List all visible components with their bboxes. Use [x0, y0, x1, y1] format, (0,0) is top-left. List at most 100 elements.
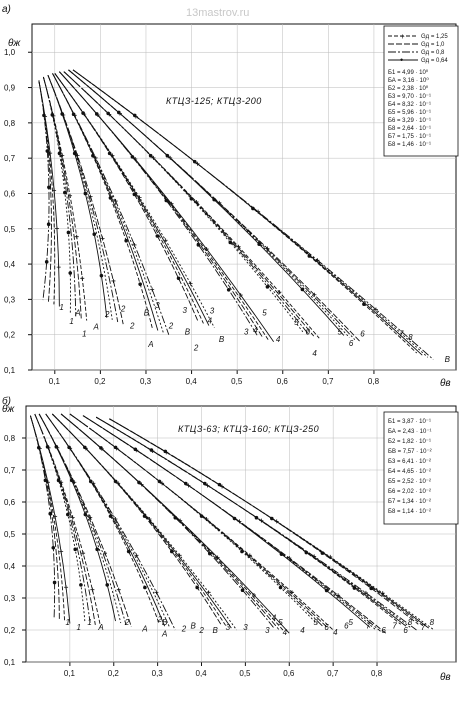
curve-label: A — [161, 629, 167, 638]
curve-label: 3 — [265, 626, 270, 635]
curve-point — [207, 551, 212, 556]
panel-a-x-tick-label: 0,2 — [94, 377, 106, 386]
legend-b-param-0: Б1 = 3,87 · 10⁻¹ — [388, 419, 431, 425]
curve-A-1 — [34, 413, 96, 625]
legend-param-2: Б2 = 2,38 · 10⁰ — [388, 85, 429, 92]
curve-label: 7 — [421, 623, 426, 632]
curve-label: 6 — [306, 328, 311, 337]
curve-point — [71, 112, 76, 117]
curve-plus-point — [100, 236, 105, 241]
panel-a-y-tick-label: 0,8 — [4, 119, 16, 128]
curve-point — [279, 552, 284, 556]
curve-point — [117, 110, 121, 115]
curve-point — [176, 276, 181, 281]
legend-b-param-2: Б2 = 1,82 · 10⁻¹ — [388, 439, 431, 445]
curve-label: 6 — [324, 623, 329, 632]
curve-plus-point — [252, 593, 257, 597]
curve-4-0 — [59, 71, 275, 343]
curve-point — [189, 196, 194, 201]
curve-2-3 — [47, 75, 108, 318]
legend-param-4: Б4 = 8,32 · 10⁻¹ — [388, 102, 431, 108]
panel-a-y-tick-label: 0,4 — [4, 260, 16, 269]
panel-a: 0,1 0,2 0,3 0,4 0,5 0,6 0,7 0,8 0,1 0,2 0,3 0,4 0,5 0… — [2, 4, 459, 389]
curve-label: 5 — [294, 318, 299, 327]
panel-a-x-tick-label: 0,7 — [322, 377, 334, 386]
panel-a-y-axis-title: θж — [8, 38, 21, 49]
curve-point — [56, 478, 61, 483]
curve-plus-point — [80, 276, 85, 281]
legend-param-3: Б3 = 9,70 · 10⁻¹ — [388, 94, 431, 100]
curve-point — [126, 549, 131, 554]
curve-point — [124, 238, 128, 243]
curve-point — [113, 445, 118, 450]
curve-label: 4 — [253, 326, 258, 335]
curve-point — [108, 514, 113, 518]
curve-point — [63, 190, 67, 195]
watermark: 13mastrov.ru — [186, 7, 249, 19]
curve-label: B — [162, 618, 168, 627]
curve-label: 2 — [168, 321, 174, 330]
curve-label: B — [445, 355, 451, 364]
curve-label: 1 — [87, 618, 91, 627]
curve-point — [60, 112, 65, 116]
curve-3-1 — [54, 73, 210, 326]
legend-series-0: + Gд = 1,25 — [388, 32, 448, 41]
curve-label: 2 — [104, 310, 110, 319]
curve-point — [81, 111, 85, 115]
curve-point — [163, 449, 168, 454]
curve-point — [42, 113, 46, 118]
curve-A-3 — [42, 76, 71, 315]
curve-point — [130, 155, 135, 159]
curve-point — [192, 159, 197, 164]
legend-marker-0: + — [400, 32, 405, 41]
legend-b-param-8: Б7 = 1,34 · 10⁻² — [388, 499, 431, 505]
curve-8-3 — [72, 69, 418, 354]
curve-point — [46, 222, 51, 227]
curve-label: 2 — [124, 618, 130, 627]
curve-label: 2 — [157, 615, 163, 624]
curve-label: B — [191, 621, 197, 630]
curve-point — [240, 549, 244, 554]
panel-b-legend: Б1 = 3,87 · 10⁻¹ БА = 2,43 · 10⁻¹ Б2 = 1… — [383, 411, 459, 525]
curve-label: 4 — [272, 613, 277, 622]
curve-point — [265, 285, 270, 289]
panel-a-y-tick-label: 0,5 — [4, 225, 16, 234]
curve-7-2 — [95, 416, 407, 627]
curve-point — [83, 191, 88, 196]
panel-a-y-tick-label: 0,9 — [4, 84, 16, 93]
curve-point — [99, 446, 103, 450]
curve-plus-point — [116, 587, 121, 592]
panel-a-y-tick-label: 0,6 — [4, 189, 16, 198]
curve-point — [50, 113, 55, 117]
curve-point — [184, 481, 188, 486]
curve-point — [143, 585, 147, 590]
curve-label: 4 — [283, 628, 288, 637]
curve-label: 5 — [349, 618, 354, 627]
curve-plus-point — [74, 234, 79, 239]
curve-point — [369, 586, 374, 591]
panel-a-x-tick-label: 0,1 — [49, 377, 61, 386]
curve-label: B — [185, 328, 191, 337]
curve-3-0 — [54, 73, 215, 328]
curve-point — [45, 149, 50, 153]
curve-6-2 — [82, 415, 376, 630]
curve-label: 3 — [243, 623, 248, 632]
curve-label: A — [93, 322, 99, 331]
curve-5-3 — [63, 71, 304, 333]
curve-point — [108, 196, 113, 200]
panel-b-x-tick-label: 0,7 — [327, 669, 339, 678]
curve-point — [106, 111, 110, 116]
panel-a-curves — [38, 69, 434, 360]
curve-point — [307, 254, 312, 258]
curve-label: 3 — [182, 306, 187, 315]
curve-8-1 — [109, 418, 430, 629]
panel-b-y-axis-title: θж — [2, 404, 15, 415]
curve-2-2 — [47, 75, 113, 320]
curve-label: 1 — [65, 618, 69, 627]
curve-point — [320, 551, 325, 555]
curve-point — [254, 515, 259, 520]
curve-B-2 — [52, 73, 159, 331]
curve-point — [51, 545, 56, 550]
